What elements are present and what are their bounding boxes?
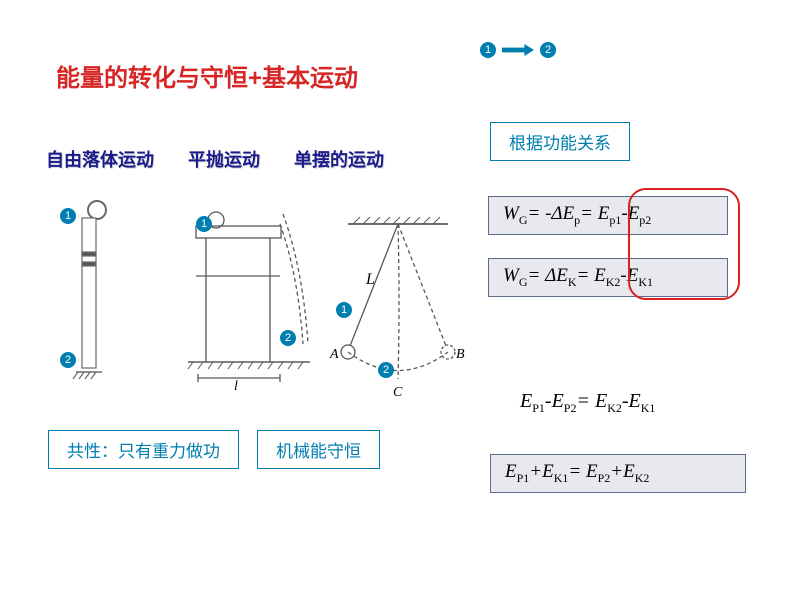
state-1-icon: 1: [480, 42, 496, 58]
svg-text:B: B: [456, 347, 465, 362]
relation-label: 根据功能关系: [490, 122, 630, 161]
relation-label-text: 根据功能关系: [490, 122, 630, 161]
freefall-pos2-icon: 2: [60, 352, 76, 368]
projectile-pos1-icon: 1: [196, 216, 212, 232]
conclusion-conservation: 机械能守恒: [257, 430, 380, 469]
arrow-right-icon: [502, 44, 534, 56]
formula-ep-ek-equal: EP1-EP2= EK2-EK1: [520, 390, 655, 416]
pendulum-pos1-icon: 1: [336, 302, 352, 318]
subtitle-pendulum: 单摆的运动: [294, 146, 384, 172]
state-2-icon: 2: [540, 42, 556, 58]
formula-conservation: EP1+EK1= EP2+EK2: [490, 454, 746, 493]
page-title: 能量的转化与守恒+基本运动: [56, 58, 358, 93]
svg-text:l: l: [234, 379, 238, 394]
conclusion-gravity: 共性：只有重力做功: [48, 430, 239, 469]
diagrams-container: l L A B C 1 2 1 2 1 2: [48, 184, 468, 404]
pendulum-pos2-icon: 2: [378, 362, 394, 378]
highlight-box: [628, 188, 740, 300]
subtitle-projectile: 平抛运动: [188, 146, 260, 172]
bottom-conclusion-row: 共性：只有重力做功 机械能守恒: [48, 430, 380, 469]
svg-text:L: L: [365, 271, 375, 288]
motion-types-row: 自由落体运动 平抛运动 单摆的运动: [46, 146, 384, 172]
projectile-pos2-icon: 2: [280, 330, 296, 346]
physics-diagrams: l L A B C: [48, 184, 468, 404]
svg-text:A: A: [329, 347, 339, 362]
subtitle-freefall: 自由落体运动: [46, 146, 154, 172]
freefall-pos1-icon: 1: [60, 208, 76, 224]
state-transition-indicator: 1 2: [480, 42, 556, 58]
svg-text:C: C: [393, 385, 403, 400]
